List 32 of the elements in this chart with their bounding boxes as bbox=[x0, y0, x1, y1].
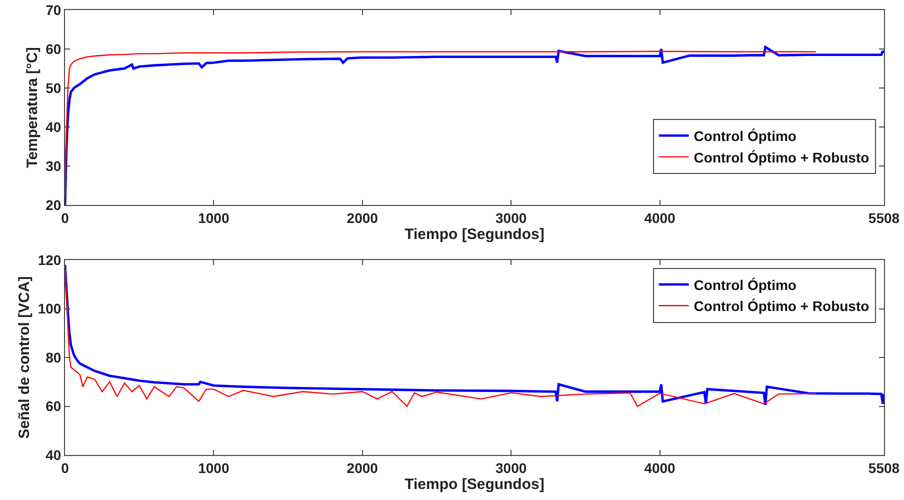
x-tick-label: 2000 bbox=[346, 460, 378, 476]
y-axis-title: Temperatura [°C] bbox=[24, 47, 41, 168]
y-tick-label: 40 bbox=[46, 446, 62, 463]
x-tick-label: 5508 bbox=[868, 460, 900, 476]
y-tick-label: 50 bbox=[46, 80, 62, 96]
y-tick-label: 40 bbox=[46, 118, 62, 135]
legend-label: Control Óptimo + Robusto bbox=[694, 298, 870, 314]
x-tick-label: 3000 bbox=[496, 460, 527, 476]
legend-label: Control Óptimo bbox=[694, 276, 796, 293]
legend-label: Control Óptimo bbox=[694, 128, 796, 144]
x-tick-label: 1000 bbox=[198, 210, 230, 226]
x-tick-label: 0 bbox=[61, 210, 70, 226]
x-tick-label: 5508 bbox=[868, 210, 900, 226]
y-axis-title: Señal de control [VCA] bbox=[16, 276, 34, 439]
y-tick-label: 30 bbox=[46, 158, 62, 174]
x-tick-label: 3000 bbox=[496, 210, 527, 226]
x-tick-label: 0 bbox=[61, 460, 70, 476]
y-tick-label: 80 bbox=[46, 349, 62, 366]
x-tick-label: 4000 bbox=[644, 210, 676, 226]
x-tick-label: 1000 bbox=[198, 460, 230, 476]
x-tick-label: 2000 bbox=[346, 210, 378, 226]
legend-label: Control Óptimo + Robusto bbox=[694, 149, 870, 166]
x-tick-label: 4000 bbox=[644, 460, 676, 476]
y-tick-label: 100 bbox=[38, 300, 62, 317]
x-axis-title: Tiempo [Segundos] bbox=[404, 476, 544, 493]
x-axis-title: Tiempo [Segundos] bbox=[404, 226, 544, 243]
line-series bbox=[65, 46, 884, 205]
y-tick-label: 60 bbox=[46, 40, 62, 57]
y-tick-label: 60 bbox=[46, 398, 62, 414]
y-tick-label: 70 bbox=[46, 2, 62, 18]
y-tick-label: 20 bbox=[46, 196, 62, 213]
y-tick-label: 120 bbox=[38, 252, 62, 268]
